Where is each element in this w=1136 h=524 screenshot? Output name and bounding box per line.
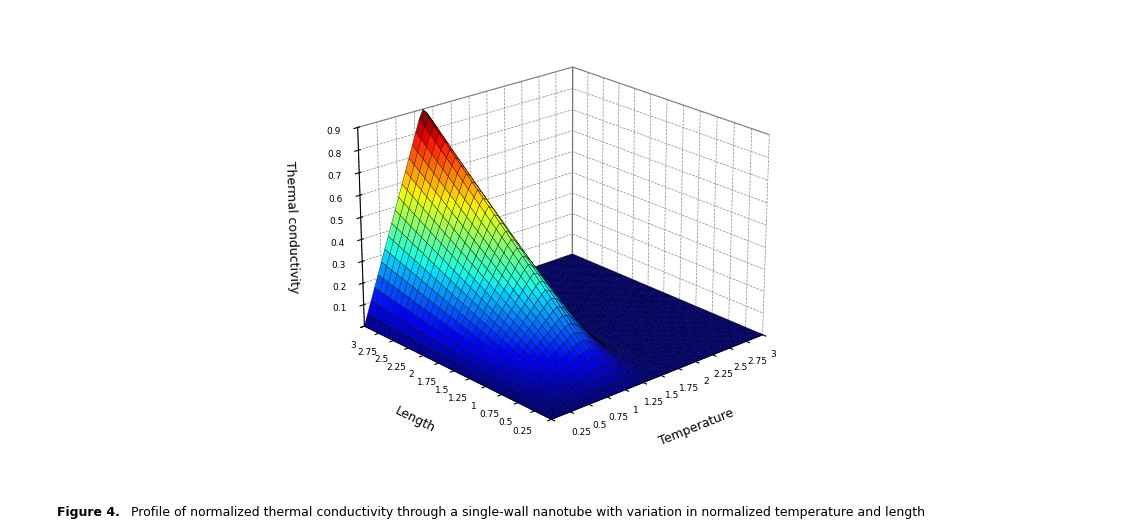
Text: Profile of normalized thermal conductivity through a single-wall nanotube with v: Profile of normalized thermal conductivi…	[127, 506, 925, 519]
Y-axis label: Length: Length	[393, 405, 437, 435]
X-axis label: Temperature: Temperature	[657, 406, 735, 447]
Text: Figure 4.: Figure 4.	[57, 506, 119, 519]
